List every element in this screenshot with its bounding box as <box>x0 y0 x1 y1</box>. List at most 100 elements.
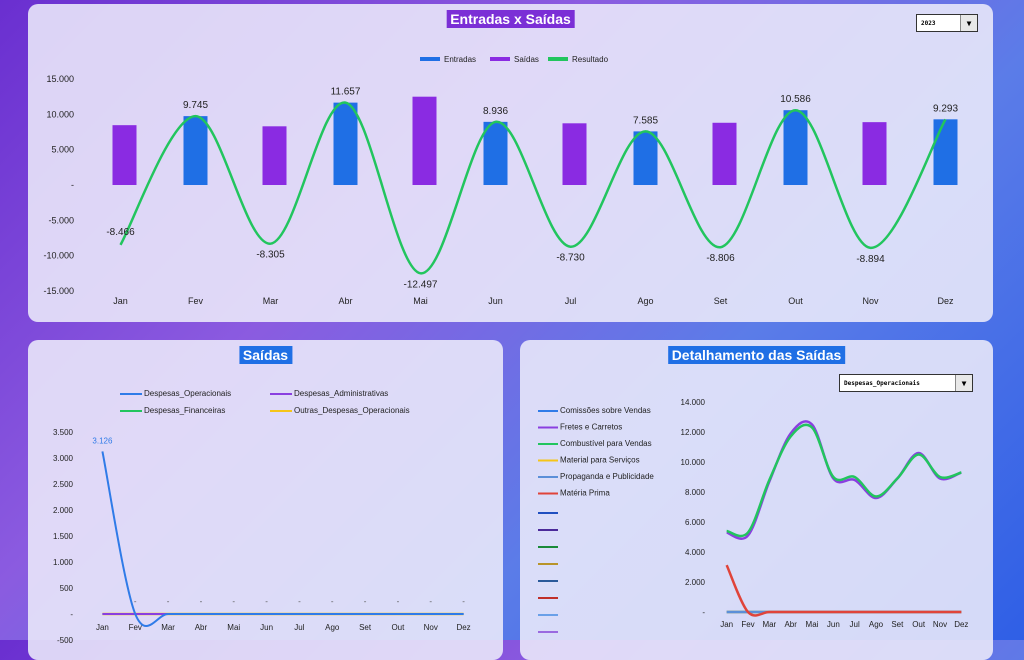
legend-label: Propaganda e Publicidade <box>560 472 654 481</box>
legend-label: Resultado <box>572 55 609 64</box>
data-label-resultado: -8.305 <box>256 250 285 261</box>
y-tick-label: - <box>70 610 73 619</box>
y-tick-label: 4.000 <box>685 548 706 557</box>
x-tick-label: Mai <box>413 296 428 306</box>
data-label: - <box>167 597 170 606</box>
legend-label: Combustível para Vendas <box>560 439 652 448</box>
x-tick-label: Abr <box>195 623 208 632</box>
legend-swatch <box>538 546 558 548</box>
x-tick-label: Abr <box>338 296 352 306</box>
x-tick-label: Jan <box>720 620 733 629</box>
bar-entradas <box>933 119 958 185</box>
y-tick-label: 1.500 <box>53 532 74 541</box>
legend-label: Despesas_Administrativas <box>294 389 388 398</box>
data-label-resultado: -8.466 <box>106 227 135 238</box>
legend-swatch <box>538 580 558 582</box>
y-tick-label: 3.500 <box>53 428 74 437</box>
data-label-resultado: 9.293 <box>933 103 958 114</box>
legend-swatch <box>120 410 142 412</box>
legend-swatch <box>538 476 558 478</box>
legend-label: Material para Serviços <box>560 456 640 465</box>
y-tick-label: 15.000 <box>46 74 74 84</box>
y-tick-label: 10.000 <box>46 109 74 119</box>
x-tick-label: Jul <box>850 620 860 629</box>
y-tick-label: 6.000 <box>685 518 706 527</box>
x-tick-label: Nov <box>424 623 438 632</box>
panel-title-saidas: Saídas <box>238 346 293 364</box>
x-tick-label: Nov <box>862 296 879 306</box>
bar-saidas <box>412 96 437 185</box>
data-label: - <box>429 597 432 606</box>
legend-label: Despesas_Financeiras <box>144 406 225 415</box>
data-label-resultado: -8.806 <box>706 253 735 264</box>
data-label: - <box>200 597 203 606</box>
x-tick-label: Mar <box>762 620 776 629</box>
y-tick-label: 1.000 <box>53 558 74 567</box>
x-tick-label: Ago <box>869 620 884 629</box>
entradas-saidas-panel: Entradas x Saídas 2023 ▼ 15.000 10.000 5.0… <box>28 4 993 322</box>
legend-label: Outras_Despesas_Operacionais <box>294 406 410 415</box>
legend-swatch <box>538 443 558 445</box>
y-tick-label: -5.000 <box>48 215 74 225</box>
legend-label: Matéria Prima <box>560 489 610 498</box>
data-label: - <box>232 597 235 606</box>
data-label-resultado: -8.730 <box>556 253 585 264</box>
y-tick-label: 5.000 <box>51 145 74 155</box>
data-label-resultado: -12.497 <box>404 279 438 290</box>
detalhamento-panel: Detalhamento das Saídas Despesas_Operaci… <box>520 340 993 660</box>
line-series <box>726 423 962 538</box>
data-label: 3.126 <box>92 436 113 445</box>
legend-swatch <box>490 57 510 61</box>
data-label-resultado: 7.585 <box>633 115 658 126</box>
legend-swatch <box>538 529 558 531</box>
detalhamento-chart: 14.000 12.000 10.000 8.000 6.000 4.000 2.000 - J… <box>538 398 968 633</box>
x-tick-label: Mai <box>806 620 819 629</box>
year-select-value: 2023 <box>921 19 936 27</box>
line-resultado <box>119 101 947 275</box>
x-tick-label: Mar <box>161 623 175 632</box>
y-tick-label: 2.000 <box>53 506 74 515</box>
x-tick-label: Jul <box>294 623 304 632</box>
data-label-resultado: 11.657 <box>331 87 361 98</box>
legend-label: Saídas <box>514 55 539 64</box>
expense-category-select[interactable]: Despesas_Operacionais ▼ <box>839 374 973 392</box>
legend-swatch <box>120 393 142 395</box>
data-label-resultado: -8.894 <box>856 254 885 265</box>
legend-swatch <box>270 410 292 412</box>
chevron-down-icon[interactable]: ▼ <box>960 15 977 31</box>
x-tick-label: Set <box>714 296 728 306</box>
legend-label: Fretes e Carretos <box>560 423 622 432</box>
line-series <box>725 564 962 617</box>
y-tick-label: 500 <box>60 584 74 593</box>
entradas-saidas-chart: 15.000 10.000 5.000 - -5.000 -10.000 -15.000 Ja… <box>43 55 958 306</box>
legend-swatch <box>538 492 558 495</box>
year-select[interactable]: 2023 ▼ <box>916 14 978 32</box>
y-tick-label: 3.000 <box>53 454 74 463</box>
legend-swatch <box>538 410 558 412</box>
x-tick-label: Jun <box>260 623 273 632</box>
bar-entradas <box>483 121 508 185</box>
x-tick-label: Ago <box>325 623 340 632</box>
y-tick-label: 2.000 <box>685 578 706 587</box>
legend-swatch <box>538 512 558 514</box>
legend-swatch <box>538 563 558 565</box>
x-tick-label: Dez <box>456 623 470 632</box>
y-tick-label: 12.000 <box>681 428 706 437</box>
legend-swatch <box>538 426 558 429</box>
y-tick-label: 2.500 <box>53 480 74 489</box>
legend-label: Entradas <box>444 55 476 64</box>
panel-title-detalhamento: Detalhamento das Saídas <box>667 346 846 364</box>
data-label: - <box>298 597 301 606</box>
x-tick-label: Mar <box>263 296 279 306</box>
x-tick-label: Fev <box>188 296 204 306</box>
bar-saidas <box>262 126 287 185</box>
x-tick-label: Jan <box>113 296 128 306</box>
x-tick-label: Jun <box>827 620 840 629</box>
x-tick-label: Out <box>391 623 405 632</box>
y-tick-label: -10.000 <box>43 251 74 261</box>
legend-swatch <box>538 614 558 616</box>
x-tick-label: Jan <box>96 623 109 632</box>
x-tick-label: Nov <box>933 620 947 629</box>
chevron-down-icon[interactable]: ▼ <box>955 375 972 391</box>
legend-swatch <box>270 393 292 395</box>
